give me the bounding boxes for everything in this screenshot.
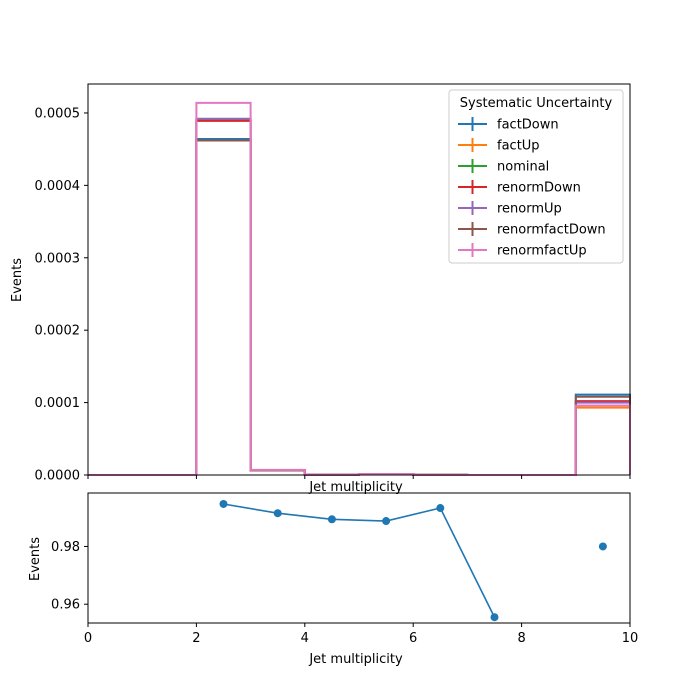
main-x-ticks [87, 475, 631, 479]
main-y-tick-label: 0.0002 [35, 324, 81, 339]
ratio-series-group [219, 499, 607, 622]
ratio-y-axis-title: Events [28, 537, 43, 581]
ratio-line [223, 503, 496, 618]
legend-label-factDown: factDown [497, 118, 559, 133]
legend-entry-nominal: nominal [458, 159, 549, 175]
legend-label-renormDown: renormDown [497, 181, 581, 196]
main-y-tick-label: 0.0005 [35, 106, 81, 121]
ratio-x-axis-title: Jet multiplicity [308, 652, 403, 667]
main-plot-frame [87, 83, 631, 476]
ratio-point [273, 509, 282, 518]
ratio-plot-frame [87, 492, 631, 624]
legend: Systematic Uncertainty factDown factUp nom… [448, 89, 624, 264]
legend-entry-renormfactDown: renormfactDown [458, 222, 606, 238]
ratio-x-tick-label: 8 [517, 631, 525, 646]
ratio-point [327, 515, 336, 524]
legend-label-renormfactDown: renormfactDown [497, 223, 606, 238]
ratio-x-tick-label: 4 [301, 631, 309, 646]
ratio-x-ticks: 0 2 4 6 8 10 [84, 623, 638, 646]
ratio-point [490, 613, 499, 622]
main-x-axis-title: Jet multiplicity [308, 480, 403, 495]
legend-label-renormfactUp: renormfactUp [497, 244, 587, 259]
legend-title: Systematic Uncertainty [460, 96, 613, 111]
main-y-tick-label: 0.0003 [35, 251, 81, 266]
ratio-x-tick-label: 10 [622, 631, 639, 646]
ratio-x-tick-label: 6 [409, 631, 417, 646]
legend-label-renormUp: renormUp [497, 202, 562, 217]
ratio-point [436, 504, 445, 513]
ratio-y-tick-label: 0.98 [51, 540, 80, 555]
ratio-point [382, 517, 391, 526]
ratio-point [219, 499, 228, 508]
main-y-tick-label: 0.0001 [35, 396, 81, 411]
ratio-panel: 0 2 4 6 8 10 0.96 0.98 Jet multiplicity Events [28, 492, 638, 667]
main-panel: 0.0000 0.0001 0.0002 0.0003 0.0004 0.0005 Jet… [10, 83, 631, 495]
main-y-tick-label: 0.0000 [35, 469, 81, 484]
legend-label-nominal: nominal [497, 160, 549, 175]
ratio-y-ticks: 0.96 0.98 [51, 540, 88, 613]
main-y-ticks: 0.0000 0.0001 0.0002 0.0003 0.0004 0.0005 [35, 106, 88, 484]
legend-entry-factDown: factDown [458, 117, 559, 133]
legend-entries: factDown factUp nominal renormDown renormUp r… [458, 117, 606, 259]
main-y-tick-label: 0.0004 [35, 179, 81, 194]
legend-box [448, 89, 624, 264]
legend-entry-factUp: factUp [458, 138, 540, 154]
ratio-point [598, 542, 607, 551]
legend-entry-renormfactUp: renormfactUp [458, 243, 587, 259]
main-y-axis-title: Events [10, 258, 25, 302]
ratio-y-tick-label: 0.96 [51, 598, 80, 613]
ratio-x-tick-label: 2 [192, 631, 200, 646]
legend-label-factUp: factUp [497, 139, 540, 154]
ratio-x-tick-label: 0 [84, 631, 92, 646]
legend-entry-renormDown: renormDown [458, 180, 581, 196]
legend-entry-renormUp: renormUp [458, 201, 562, 217]
